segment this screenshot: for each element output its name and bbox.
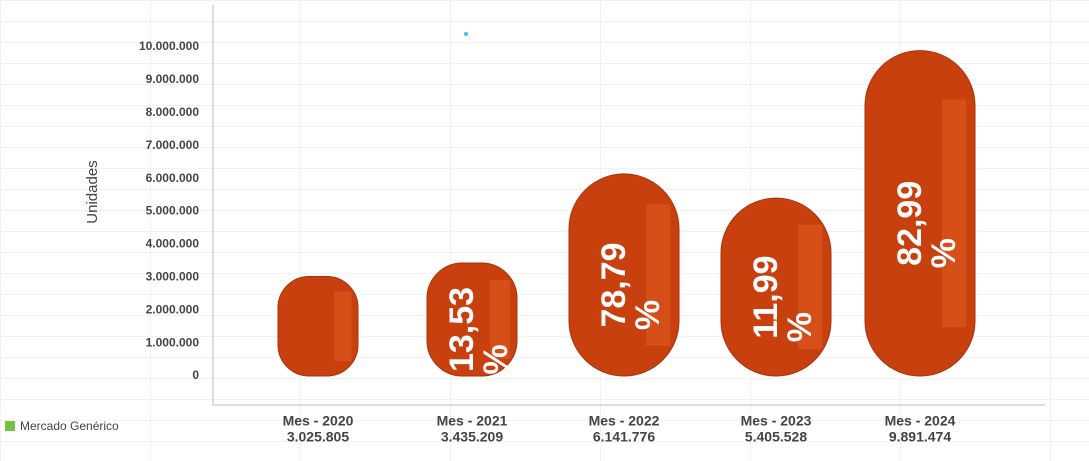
y-tick-label: 10.000.000 xyxy=(139,39,199,53)
y-tick-label: 1.000.000 xyxy=(146,335,200,349)
bar-highlight xyxy=(334,291,352,362)
x-tick-label: Mes - 2020 xyxy=(283,413,354,429)
bar-highlight xyxy=(798,224,823,350)
x-tick-label: Mes - 2021 xyxy=(437,413,508,429)
growth-label: 78,79% xyxy=(595,242,667,330)
y-tick-label: 5.000.000 xyxy=(146,204,200,218)
growth-label: 11,99% xyxy=(747,255,819,342)
y-tick-label: 2.000.000 xyxy=(146,302,200,316)
value-label: 3.435.209 xyxy=(441,429,503,445)
x-tick-label: Mes - 2022 xyxy=(589,413,660,429)
growth-unit: % xyxy=(477,344,515,374)
y-tick-label: 3.000.000 xyxy=(146,269,200,283)
growth-unit: % xyxy=(925,238,963,268)
y-tick-label: 7.000.000 xyxy=(146,138,200,152)
x-tick-label: Mes - 2024 xyxy=(885,413,956,429)
x-tick-label: Mes - 2023 xyxy=(741,413,812,429)
growth-unit: % xyxy=(781,312,819,342)
marker-dot xyxy=(464,32,468,36)
value-label: 3.025.805 xyxy=(287,429,349,445)
bar-highlight xyxy=(646,204,671,346)
y-tick-label: 0 xyxy=(192,368,199,382)
growth-label: 82,99% xyxy=(891,181,963,269)
bar-highlight xyxy=(942,99,967,328)
growth-number: 78,79 xyxy=(595,242,633,327)
y-tick-label: 4.000.000 xyxy=(146,237,200,251)
value-label: 9.891.474 xyxy=(889,429,951,445)
growth-number: 13,53 xyxy=(443,287,481,372)
growth-number: 11,99 xyxy=(747,255,785,338)
growth-unit: % xyxy=(629,300,667,330)
legend-label: Mercado Genérico xyxy=(20,419,119,433)
y-axis-label: Unidades xyxy=(84,160,101,223)
bar-highlight xyxy=(490,279,510,360)
growth-label: 13,53% xyxy=(443,287,515,375)
value-label: 5.405.528 xyxy=(745,429,807,445)
y-tick-label: 8.000.000 xyxy=(146,105,200,119)
y-tick-label: 9.000.000 xyxy=(146,72,200,86)
y-tick-label: 6.000.000 xyxy=(146,171,200,185)
value-label: 6.141.776 xyxy=(593,429,655,445)
growth-number: 82,99 xyxy=(891,181,929,266)
legend-swatch xyxy=(5,421,15,431)
